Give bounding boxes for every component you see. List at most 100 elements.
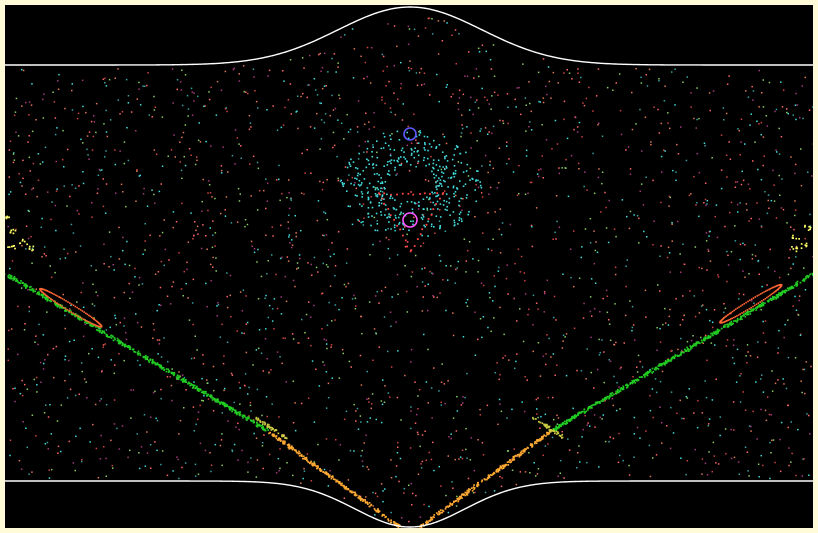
trajectory-point xyxy=(252,68,255,70)
trajectory-point xyxy=(56,127,58,129)
trajectory-point xyxy=(587,409,589,411)
trajectory-point xyxy=(292,338,295,340)
trajectory-point xyxy=(372,491,374,494)
trajectory-point xyxy=(462,185,465,187)
trajectory-point xyxy=(372,243,374,246)
trajectory-point xyxy=(112,339,115,342)
trajectory-point xyxy=(707,424,709,427)
trajectory-point xyxy=(766,396,769,398)
trajectory-point xyxy=(319,148,321,150)
trajectory-point xyxy=(367,140,369,143)
trajectory-point xyxy=(187,382,189,385)
trajectory-point xyxy=(291,446,293,449)
trajectory-point xyxy=(64,314,66,317)
trajectory-point xyxy=(190,384,193,386)
trajectory-point xyxy=(609,396,611,398)
trajectory-point xyxy=(695,127,697,129)
trajectory-point xyxy=(518,453,521,456)
trajectory-point xyxy=(641,366,644,368)
trajectory-point xyxy=(771,296,774,299)
trajectory-point xyxy=(138,276,141,279)
trajectory-point xyxy=(755,381,757,383)
trajectory-point xyxy=(18,281,20,284)
trajectory-point xyxy=(198,122,200,124)
trajectory-point xyxy=(793,228,795,231)
trajectory-point xyxy=(566,69,568,71)
trajectory-point xyxy=(445,167,448,169)
trajectory-point xyxy=(179,81,182,83)
trajectory-point xyxy=(47,191,49,193)
trajectory-point xyxy=(757,168,759,171)
trajectory-point xyxy=(28,156,31,159)
trajectory-point xyxy=(781,293,783,295)
trajectory-point xyxy=(739,375,741,377)
trajectory-point xyxy=(659,290,661,292)
trajectory-point xyxy=(193,100,195,102)
trajectory-point xyxy=(747,96,750,98)
trajectory-point xyxy=(326,473,329,476)
trajectory-point xyxy=(236,413,238,416)
trajectory-point xyxy=(120,340,122,343)
trajectory-point xyxy=(58,306,61,309)
trajectory-point xyxy=(441,509,444,512)
trajectory-point xyxy=(362,224,365,226)
trajectory-point xyxy=(593,230,595,232)
trajectory-point xyxy=(364,498,366,501)
trajectory-point xyxy=(558,167,560,169)
trajectory-point xyxy=(659,380,662,383)
trajectory-point xyxy=(525,155,528,157)
trajectory-point xyxy=(444,208,447,211)
trajectory-point xyxy=(809,228,811,231)
trajectory-point xyxy=(681,417,683,420)
trajectory-point xyxy=(173,134,175,136)
trajectory-point xyxy=(747,183,750,185)
trajectory-point xyxy=(195,386,198,389)
trajectory-point xyxy=(451,504,453,506)
trajectory-point xyxy=(320,138,323,140)
trajectory-point xyxy=(136,359,139,362)
trajectory-point xyxy=(436,180,439,182)
trajectory-point xyxy=(735,381,738,383)
trajectory-point xyxy=(288,445,291,448)
trajectory-point xyxy=(114,338,116,341)
trajectory-point xyxy=(589,405,592,408)
trajectory-point xyxy=(631,305,634,308)
trajectory-point xyxy=(551,148,553,150)
trajectory-point xyxy=(439,292,441,294)
trajectory-point xyxy=(533,462,535,464)
trajectory-point xyxy=(58,73,60,76)
trajectory-point xyxy=(410,154,413,156)
trajectory-point xyxy=(629,383,631,385)
trajectory-point xyxy=(644,116,647,118)
trajectory-point xyxy=(313,256,316,259)
trajectory-point xyxy=(436,188,438,191)
trajectory-point xyxy=(304,172,306,174)
trajectory-point xyxy=(426,207,428,210)
trajectory-point xyxy=(292,474,294,477)
trajectory-point xyxy=(539,437,542,440)
trajectory-point xyxy=(713,455,716,457)
trajectory-point xyxy=(265,328,267,330)
trajectory-point xyxy=(684,348,686,351)
trajectory-point xyxy=(768,298,771,301)
trajectory-point xyxy=(287,221,289,223)
trajectory-point xyxy=(266,200,268,202)
trajectory-point xyxy=(203,395,205,397)
trajectory-point xyxy=(9,454,11,457)
trajectory-point xyxy=(179,419,182,422)
trajectory-point xyxy=(538,100,540,103)
trajectory-point xyxy=(728,318,731,321)
trajectory-point xyxy=(124,343,127,346)
upper-boundary-curve xyxy=(5,6,813,66)
trajectory-point xyxy=(421,310,424,312)
trajectory-point xyxy=(767,300,770,302)
trajectory-point xyxy=(119,113,121,115)
trajectory-point xyxy=(277,439,280,441)
trajectory-point xyxy=(447,177,450,179)
trajectory-point xyxy=(346,113,348,116)
trajectory-point xyxy=(441,511,444,514)
trajectory-point xyxy=(437,185,439,187)
trajectory-point xyxy=(195,423,197,426)
trajectory-point xyxy=(240,157,242,159)
trajectory-point xyxy=(375,333,377,335)
